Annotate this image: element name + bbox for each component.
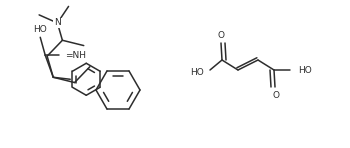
Text: HO: HO — [33, 25, 47, 34]
Text: HO: HO — [190, 67, 204, 77]
Text: O: O — [273, 90, 280, 99]
Text: N: N — [54, 18, 61, 28]
Text: O: O — [217, 30, 224, 40]
Text: HO: HO — [298, 66, 312, 74]
Text: =NH: =NH — [65, 51, 86, 60]
